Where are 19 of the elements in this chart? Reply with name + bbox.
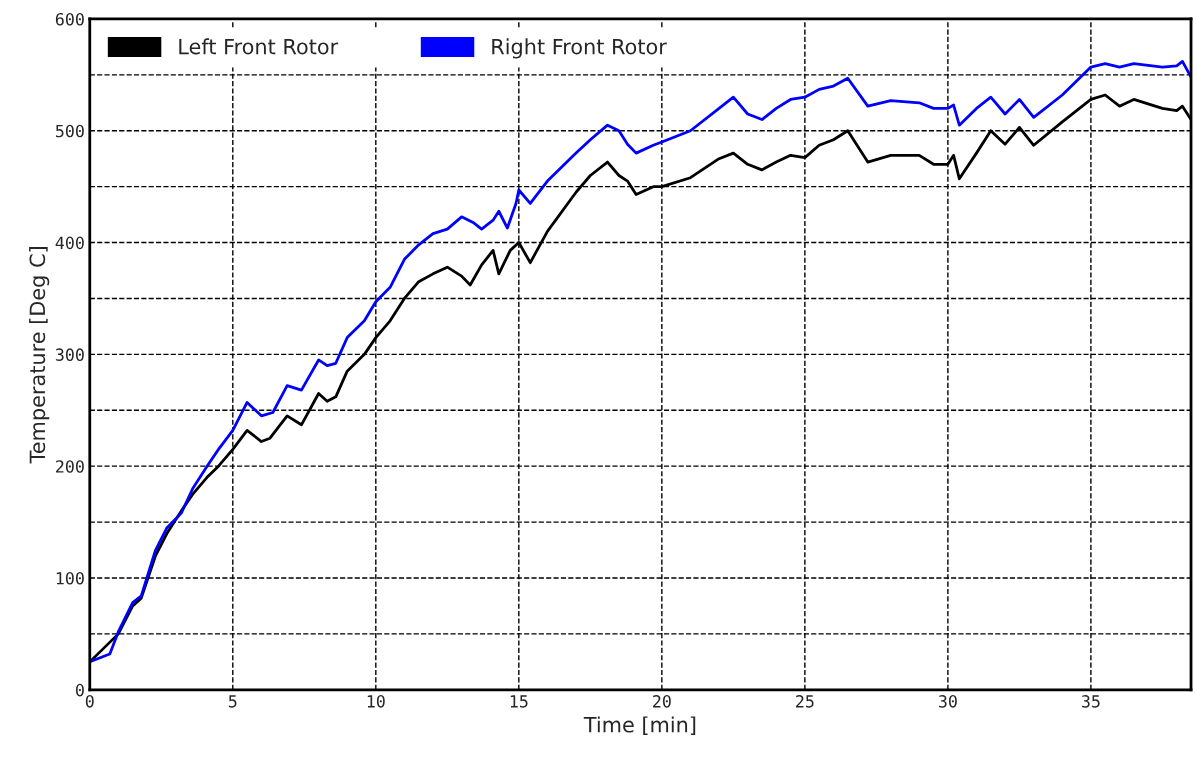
y-tick-label: 100	[56, 571, 84, 585]
x-tick-label: 10	[367, 695, 385, 708]
y-axis-title: Temperature [Deg C]	[29, 247, 50, 464]
x-tick-label: 20	[653, 695, 671, 708]
legend-label: Left Front Rotor	[179, 38, 339, 55]
x-tick-label: 0	[85, 695, 94, 708]
y-tick-label: 200	[56, 460, 84, 473]
y-tick-label: 400	[55, 236, 84, 250]
x-tick-label: 25	[796, 695, 814, 708]
y-tick-label: 600	[55, 12, 84, 26]
x-tick-label: 30	[938, 695, 957, 708]
x-axis-title: Time [min]	[583, 716, 696, 735]
y-tick-label: 300	[55, 348, 84, 361]
x-tick-label: 35	[1081, 695, 1100, 708]
y-tick-label: 500	[55, 124, 84, 138]
legend-label: Right Front Rotor	[492, 38, 667, 59]
y-tick-label: 0	[75, 683, 84, 697]
x-tick-label: 5	[228, 695, 237, 708]
x-tick-label: 15	[510, 695, 528, 708]
